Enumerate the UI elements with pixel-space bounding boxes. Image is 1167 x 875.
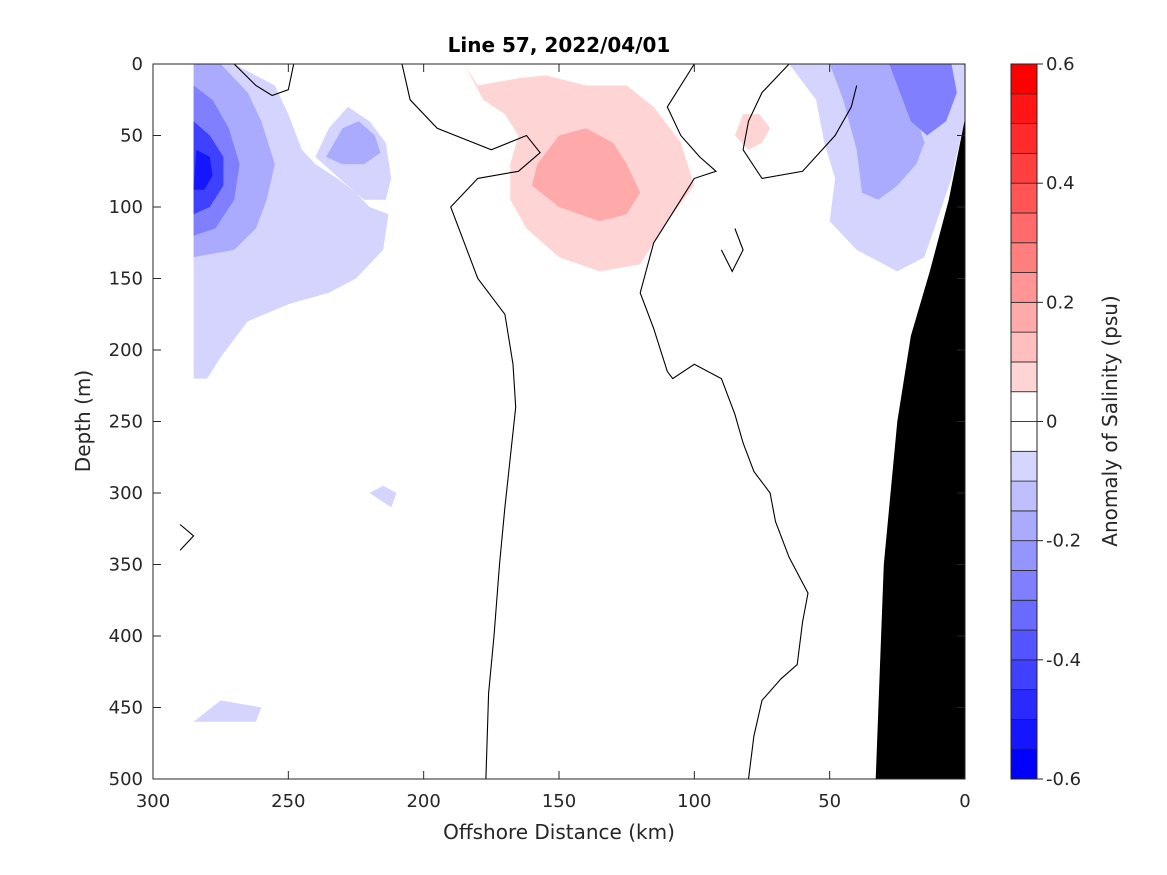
colorbar-band-5 (1010, 599, 1038, 631)
colorbar-band-10 (1010, 450, 1038, 482)
x-tick-label-4: 100 (677, 791, 711, 812)
y-tick-label-7: 350 (109, 555, 143, 576)
contour-fills (193, 64, 965, 722)
colorbar-label: Anomaly of Salinity (psu) (1098, 295, 1122, 546)
colorbar-band-9 (1010, 480, 1038, 512)
seafloor-bathymetry (875, 118, 965, 779)
colorbar-band-0 (1010, 748, 1038, 780)
colorbar-band-12 (1010, 391, 1038, 422)
colorbar-band-23 (1010, 63, 1038, 95)
x-tick-label-5: 50 (818, 791, 841, 812)
bathymetry-fill (875, 118, 965, 779)
colorbar-band-15 (1010, 301, 1038, 333)
colorbar-tick-label-6: -0.6 (1046, 769, 1081, 790)
colorbar-tick-label-2: 0.2 (1046, 292, 1075, 313)
colorbar: 0.6 0.4 0.2 0 -0.2 -0.4 -0.6 (1010, 54, 1081, 790)
anomaly-region-4 (193, 149, 213, 190)
colorbar-band-19 (1010, 182, 1038, 214)
zero-contour-3 (179, 524, 195, 551)
y-tick-label-4: 200 (109, 340, 143, 361)
colorbar-band-20 (1010, 152, 1038, 184)
colorbar-band-2 (1010, 689, 1038, 720)
colorbar-band-18 (1010, 212, 1038, 244)
anomaly-region-13 (531, 128, 641, 222)
y-tick-label-8: 400 (109, 626, 143, 647)
colorbar-band-13 (1010, 361, 1038, 393)
x-tick-label-2: 200 (406, 791, 440, 812)
anomaly-region-10 (369, 485, 397, 508)
colorbar-band-17 (1010, 242, 1038, 273)
y-tick-label-6: 300 (109, 483, 143, 504)
colorbar-tick-label-5: -0.4 (1046, 650, 1081, 671)
colorbar-tick-label-1: 0.4 (1046, 173, 1075, 194)
colorbar-tick-label-3: 0 (1046, 412, 1057, 433)
x-axis-label: Offshore Distance (km) (443, 820, 675, 844)
colorbar-band-7 (1010, 540, 1038, 571)
anomaly-region-14 (734, 114, 771, 150)
colorbar-band-8 (1010, 510, 1038, 542)
y-tick-label-2: 100 (109, 197, 143, 218)
y-tick-label-0: 0 (132, 54, 143, 75)
colorbar-band-14 (1010, 331, 1038, 363)
zero-contour-2 (639, 64, 809, 779)
colorbar-band-22 (1010, 93, 1038, 124)
y-tick-label-10: 500 (109, 769, 143, 790)
y-axis-ticks: 0 50 100 150 200 250 300 350 400 450 500 (109, 54, 965, 790)
colorbar-band-4 (1010, 629, 1038, 661)
zero-contour-lines (179, 64, 858, 779)
colorbar-band-21 (1010, 123, 1038, 154)
anomaly-region-11 (193, 700, 262, 722)
x-tick-label-3: 150 (542, 791, 576, 812)
x-tick-label-1: 250 (271, 791, 305, 812)
y-axis-label: Depth (m) (71, 370, 95, 472)
y-tick-label-9: 450 (109, 698, 143, 719)
y-tick-label-1: 50 (120, 126, 143, 147)
colorbar-tick-label-4: -0.2 (1046, 531, 1081, 552)
colorbar-band-1 (1010, 719, 1038, 750)
chart-title: Line 57, 2022/04/01 (448, 33, 671, 57)
colorbar-band-3 (1010, 659, 1038, 691)
colorbar-band-16 (1010, 272, 1038, 303)
colorbar-tick-label-0: 0.6 (1046, 54, 1075, 75)
zero-contour-4 (742, 64, 858, 180)
y-tick-label-5: 250 (109, 412, 143, 433)
x-tick-label-6: 0 (959, 791, 970, 812)
x-tick-label-0: 300 (136, 791, 170, 812)
colorbar-band-6 (1010, 570, 1038, 601)
anomaly-region-9 (889, 64, 957, 136)
zero-contour-0 (233, 64, 295, 97)
y-tick-label-3: 150 (109, 269, 143, 290)
anomaly-region-6 (326, 121, 381, 165)
zero-contour-5 (720, 228, 744, 273)
x-axis-ticks: 300 250 200 150 100 50 0 (136, 64, 971, 812)
zero-contour-1 (401, 64, 541, 779)
colorbar-band-11 (1010, 421, 1038, 452)
